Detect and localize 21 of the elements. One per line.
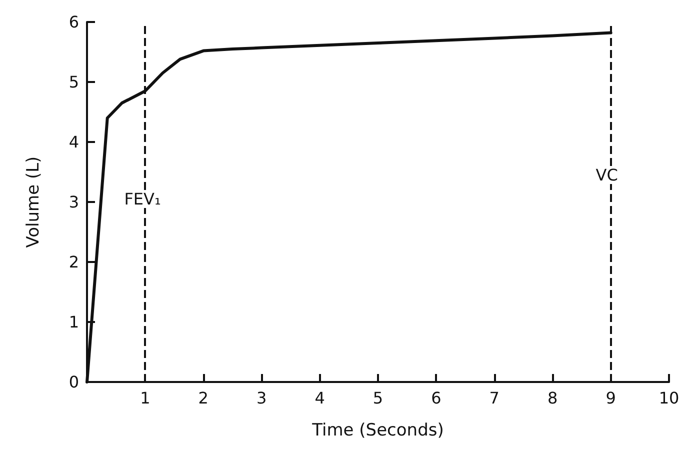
x-tick-label: 1 [140, 388, 150, 408]
y-axis-title: Volume (L) [24, 156, 44, 248]
x-tick-label: 5 [372, 388, 384, 408]
x-axis-title: Time (Seconds) [311, 420, 444, 440]
y-tick-label: 3 [68, 192, 79, 212]
ref-line-label: VC [596, 166, 618, 184]
x-tick-label: 4 [314, 388, 325, 408]
y-tick-label: 2 [68, 252, 79, 272]
y-tick-label: 4 [68, 132, 79, 152]
y-tick-label: 6 [68, 12, 79, 32]
x-tick-label: 10 [658, 388, 680, 408]
y-tick-label: 5 [68, 72, 79, 92]
x-tick-label: 2 [198, 388, 208, 408]
y-tick-label: 1 [68, 312, 79, 332]
x-tick-label: 9 [606, 388, 616, 408]
x-tick-label: 6 [431, 388, 442, 408]
y-tick-label: 0 [68, 372, 79, 392]
x-tick-label: 3 [256, 388, 267, 408]
x-tick-label: 8 [548, 388, 558, 408]
x-tick-label: 7 [489, 388, 500, 408]
ref-line-label: FEV₁ [124, 190, 161, 208]
